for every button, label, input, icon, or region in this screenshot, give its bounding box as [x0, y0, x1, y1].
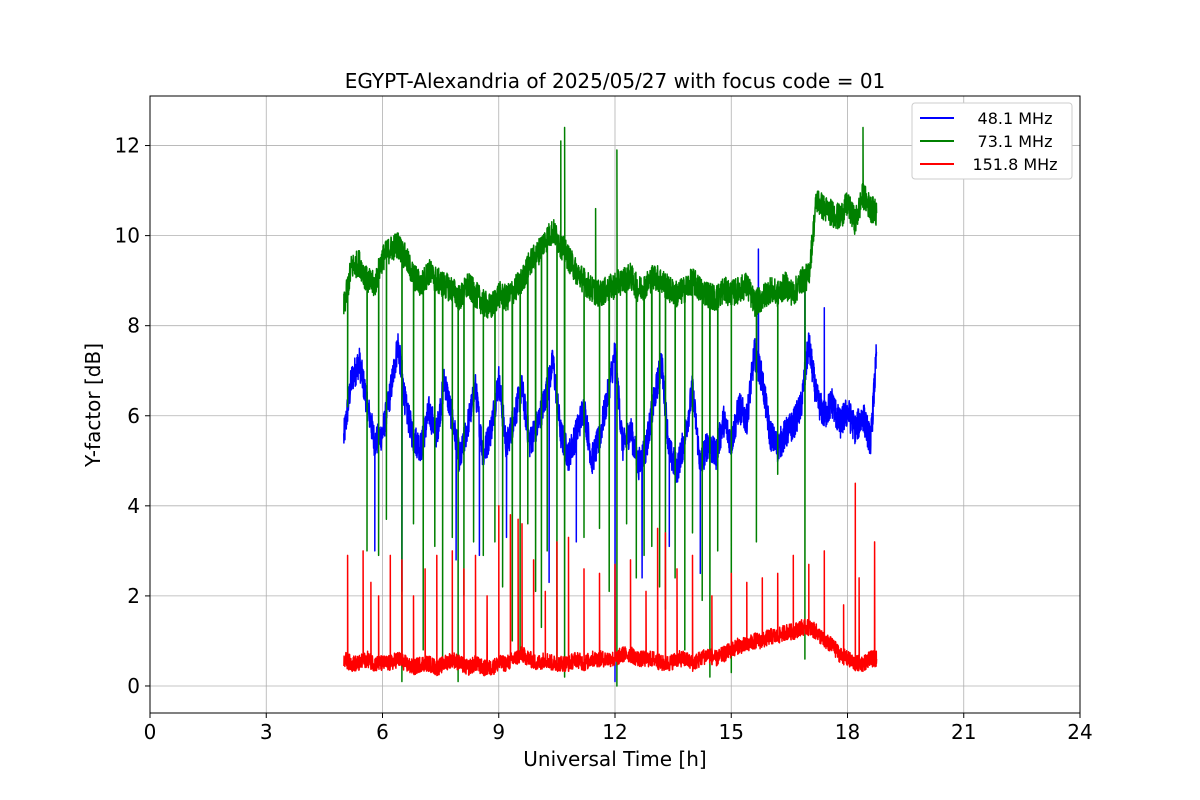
- x-tick-label: 24: [1067, 720, 1092, 744]
- legend-label-3: 151.8 MHz: [972, 155, 1057, 174]
- legend-label-1: 48.1 MHz: [978, 109, 1053, 128]
- y-tick-label: 2: [127, 584, 140, 608]
- series-line-1: [343, 248, 878, 683]
- y-tick-label: 4: [127, 494, 140, 518]
- x-tick-label: 12: [602, 720, 627, 744]
- y-tick-label: 6: [127, 404, 140, 428]
- x-axis-label: Universal Time [h]: [523, 747, 706, 771]
- x-tick-label: 0: [144, 720, 157, 744]
- y-tick-label: 12: [115, 134, 140, 158]
- x-tick-label: 3: [260, 720, 273, 744]
- series-layer: [343, 126, 878, 687]
- series-line-2: [343, 126, 878, 687]
- legend-box: [911, 102, 1073, 180]
- y-axis-label: Y-factor [dB]: [81, 343, 105, 468]
- chart-title: EGYPT-Alexandria of 2025/05/27 with focu…: [345, 69, 886, 93]
- x-tick-label: 15: [719, 720, 744, 744]
- y-tick-label: 10: [115, 224, 140, 248]
- x-tick-label: 9: [492, 720, 505, 744]
- y-tick-label: 8: [127, 314, 140, 338]
- legend: 48.1 MHz 73.1 MHz 151.8 MHz: [911, 102, 1073, 180]
- x-tick-label: 6: [376, 720, 389, 744]
- y-tick-label: 0: [127, 674, 140, 698]
- x-tick-label: 18: [835, 720, 860, 744]
- x-tick-label: 21: [951, 720, 976, 744]
- series-line-3: [343, 482, 878, 677]
- legend-label-2: 73.1 MHz: [978, 132, 1053, 151]
